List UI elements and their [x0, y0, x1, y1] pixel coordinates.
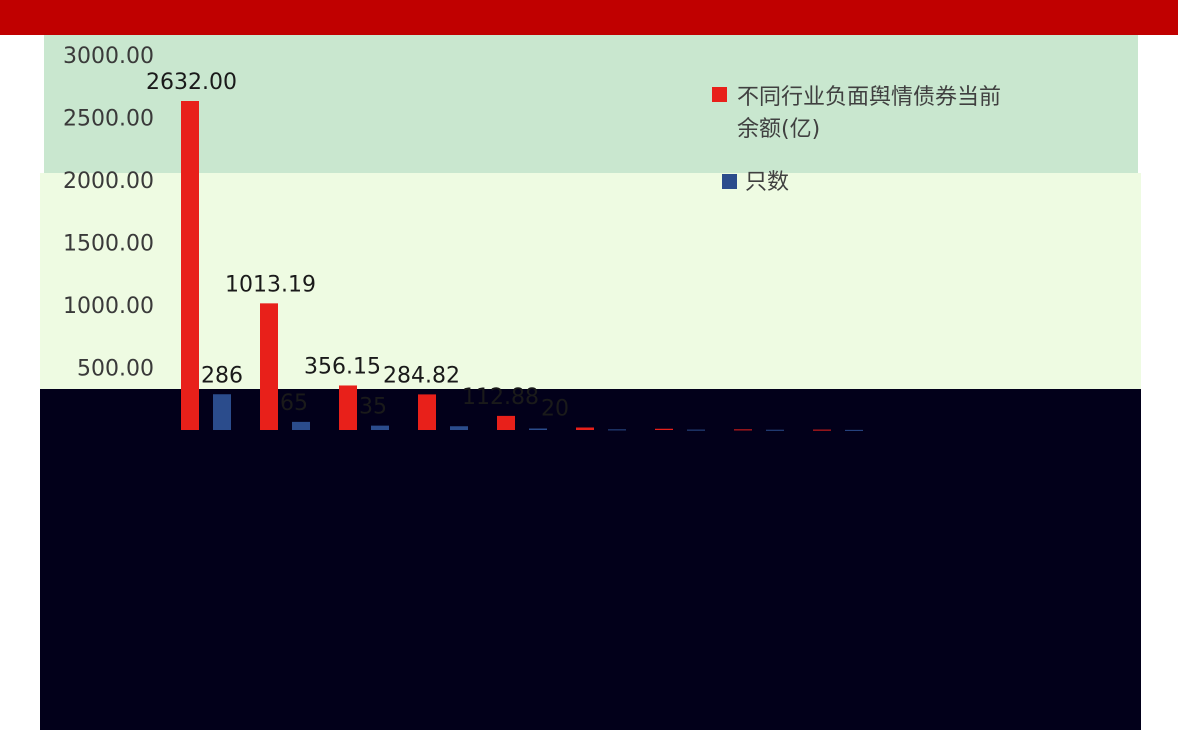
bar-balance	[576, 427, 594, 430]
bars-group	[181, 101, 863, 431]
bar-count	[845, 429, 863, 431]
legend-swatch-balance	[712, 87, 727, 102]
legend-label-balance-continued: 余额(亿)	[737, 117, 820, 142]
data-label-count: 65	[280, 391, 308, 416]
legend-label-count: 只数	[745, 170, 789, 195]
bar-balance	[497, 415, 515, 430]
bar-count	[608, 429, 626, 431]
data-label-balance: 112.88	[462, 385, 539, 410]
y-tick-label: 2500.00	[63, 107, 154, 132]
background-band-lime	[40, 173, 1141, 389]
y-tick-label: 1000.00	[63, 294, 154, 319]
bar-balance	[339, 385, 357, 430]
data-label-balance: 20	[541, 397, 569, 422]
y-axis-ticks: 500.00 1000.00 1500.00 2000.00 2500.00 3000.0…	[63, 44, 154, 382]
data-label-balance: 2632.00	[146, 70, 237, 95]
bar-count	[529, 428, 547, 430]
data-label-balance: 284.82	[383, 363, 460, 388]
bar-balance	[813, 429, 831, 431]
header-bar	[0, 0, 1178, 35]
bar-balance	[418, 394, 436, 430]
bar-count	[450, 426, 468, 430]
y-tick-label: 1500.00	[63, 232, 154, 257]
data-label-balance: 1013.19	[225, 272, 316, 297]
legend-swatch-count	[722, 174, 737, 189]
y-tick-label: 3000.00	[63, 44, 154, 69]
bar-balance	[260, 303, 278, 430]
bar-count	[371, 425, 389, 430]
legend: 不同行业负面舆情债券当前 余额(亿) 只数	[712, 85, 1001, 195]
data-label-balance: 356.15	[304, 354, 381, 379]
bar-balance	[181, 101, 199, 430]
bar-balance	[655, 428, 673, 430]
y-tick-label: 2000.00	[63, 169, 154, 194]
bar-count	[292, 421, 310, 430]
bar-count	[766, 429, 784, 431]
bar-count	[213, 394, 231, 430]
data-label-count: 286	[201, 363, 243, 388]
bar-count	[687, 429, 705, 431]
data-label-count: 35	[359, 395, 387, 420]
y-tick-label: 500.00	[77, 357, 154, 382]
legend-label-balance: 不同行业负面舆情债券当前	[737, 85, 1001, 110]
background-band-green	[44, 35, 1138, 173]
bar-balance	[734, 429, 752, 431]
background-band-dark	[40, 389, 1141, 730]
